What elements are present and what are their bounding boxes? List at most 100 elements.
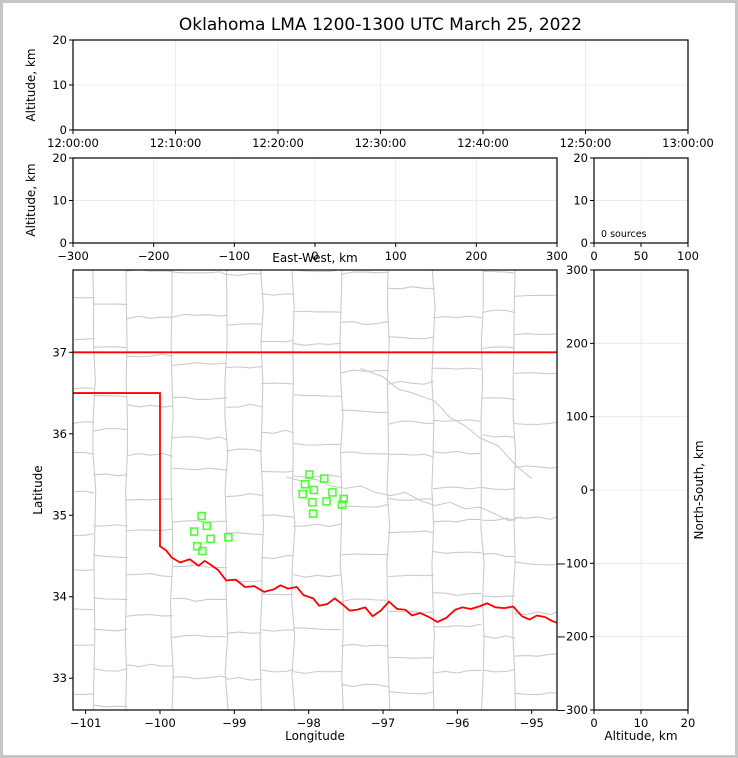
y-tick-label: 0 xyxy=(581,483,588,497)
x-tick-label: −99 xyxy=(222,716,246,730)
county-line xyxy=(292,523,342,528)
river-line xyxy=(360,368,533,480)
county-line xyxy=(341,321,390,326)
time_height-panel xyxy=(73,40,688,130)
county-line xyxy=(514,465,557,469)
x-tick-label: −101 xyxy=(70,716,102,730)
county-line xyxy=(73,693,95,696)
ew-height-xlabel: East-West, km xyxy=(272,251,358,265)
y-tick-label: 10 xyxy=(52,194,67,208)
y-tick-label: 33 xyxy=(52,671,67,685)
county-line xyxy=(171,597,228,602)
county-line xyxy=(482,397,516,401)
county-line xyxy=(171,396,228,400)
county-line xyxy=(259,270,264,710)
county-line xyxy=(261,470,294,473)
county-line xyxy=(291,270,296,710)
county-line xyxy=(93,428,128,432)
county-line xyxy=(341,504,390,508)
county-line xyxy=(92,270,97,710)
county-line xyxy=(126,452,173,457)
county-line xyxy=(171,634,228,638)
alt_histogram-panel xyxy=(594,158,688,243)
ew_height-axes: −300 −200 −100 0 100 200 300 0 10 20 xyxy=(52,151,568,263)
county-line xyxy=(387,498,434,501)
county-line xyxy=(432,592,482,596)
county-line xyxy=(93,394,128,398)
county-line xyxy=(126,663,173,668)
county-line xyxy=(93,668,128,672)
x-tick-label: 12:30:00 xyxy=(355,136,407,150)
county-line xyxy=(226,403,263,408)
county-line xyxy=(514,294,557,297)
x-tick-label: 10 xyxy=(634,716,649,730)
county-line xyxy=(482,346,516,349)
county-line xyxy=(126,528,173,532)
x-tick-label: 100 xyxy=(385,249,407,263)
county-line xyxy=(226,631,263,634)
county-line xyxy=(482,517,516,521)
county-line xyxy=(73,338,95,341)
county-line xyxy=(341,553,390,556)
x-tick-label: 300 xyxy=(546,249,568,263)
source-marker xyxy=(308,497,317,507)
county-line xyxy=(171,564,228,569)
ns_height-panel xyxy=(594,270,688,710)
county-line xyxy=(226,323,263,326)
y-tick-label: 100 xyxy=(566,410,588,424)
county-line xyxy=(341,683,390,688)
county-line xyxy=(514,692,557,696)
county-line xyxy=(482,487,516,491)
county-line xyxy=(226,677,263,681)
x-tick-label: 0 xyxy=(311,249,318,263)
y-tick-label: 36 xyxy=(52,427,67,441)
source-marker xyxy=(189,527,199,536)
time_height-axes: 12:00:00 12:10:00 12:20:00 12:30:00 12:40:00… xyxy=(47,33,714,150)
county-line xyxy=(226,448,263,452)
county-line xyxy=(126,353,173,358)
county-line xyxy=(93,346,128,349)
x-tick-label: −200 xyxy=(138,249,170,263)
x-tick-label: 13:00:00 xyxy=(662,136,714,150)
source-marker xyxy=(309,485,319,495)
ew-height-ylabel: Altitude, km xyxy=(24,163,38,236)
x-tick-label: 0 xyxy=(590,716,597,730)
x-tick-label: 0 xyxy=(590,249,597,263)
county-line xyxy=(482,270,516,274)
y-tick-label: 20 xyxy=(573,151,588,165)
county-line xyxy=(432,450,482,455)
county-line xyxy=(93,628,128,632)
county-line xyxy=(261,339,294,343)
county-line xyxy=(480,270,485,710)
ns_height-axes: 0 10 20 300 200 100 0 −100 −200 −300 xyxy=(556,263,695,730)
x-tick-label: −100 xyxy=(219,249,251,263)
county-line xyxy=(226,273,263,276)
county-line xyxy=(171,520,228,524)
source-marker xyxy=(339,494,348,504)
county-line xyxy=(432,419,482,422)
county-line xyxy=(171,675,228,680)
county-line xyxy=(387,656,434,659)
county-line xyxy=(432,623,482,628)
county-line xyxy=(93,704,128,708)
county-line xyxy=(514,372,557,375)
source-marker xyxy=(192,541,202,551)
county-line xyxy=(126,404,173,408)
y-tick-label: 300 xyxy=(566,263,588,277)
county-line xyxy=(261,669,294,673)
county-line xyxy=(292,474,342,478)
county-line xyxy=(514,333,557,336)
county-line xyxy=(431,270,436,710)
source-marker xyxy=(298,489,308,499)
county-line xyxy=(73,421,95,424)
county-line xyxy=(432,669,482,674)
lma-sources xyxy=(189,470,348,556)
county-line xyxy=(514,611,557,616)
county-line xyxy=(387,380,434,385)
county-line xyxy=(126,614,173,617)
source-marker xyxy=(198,546,207,556)
source-marker xyxy=(206,534,215,544)
